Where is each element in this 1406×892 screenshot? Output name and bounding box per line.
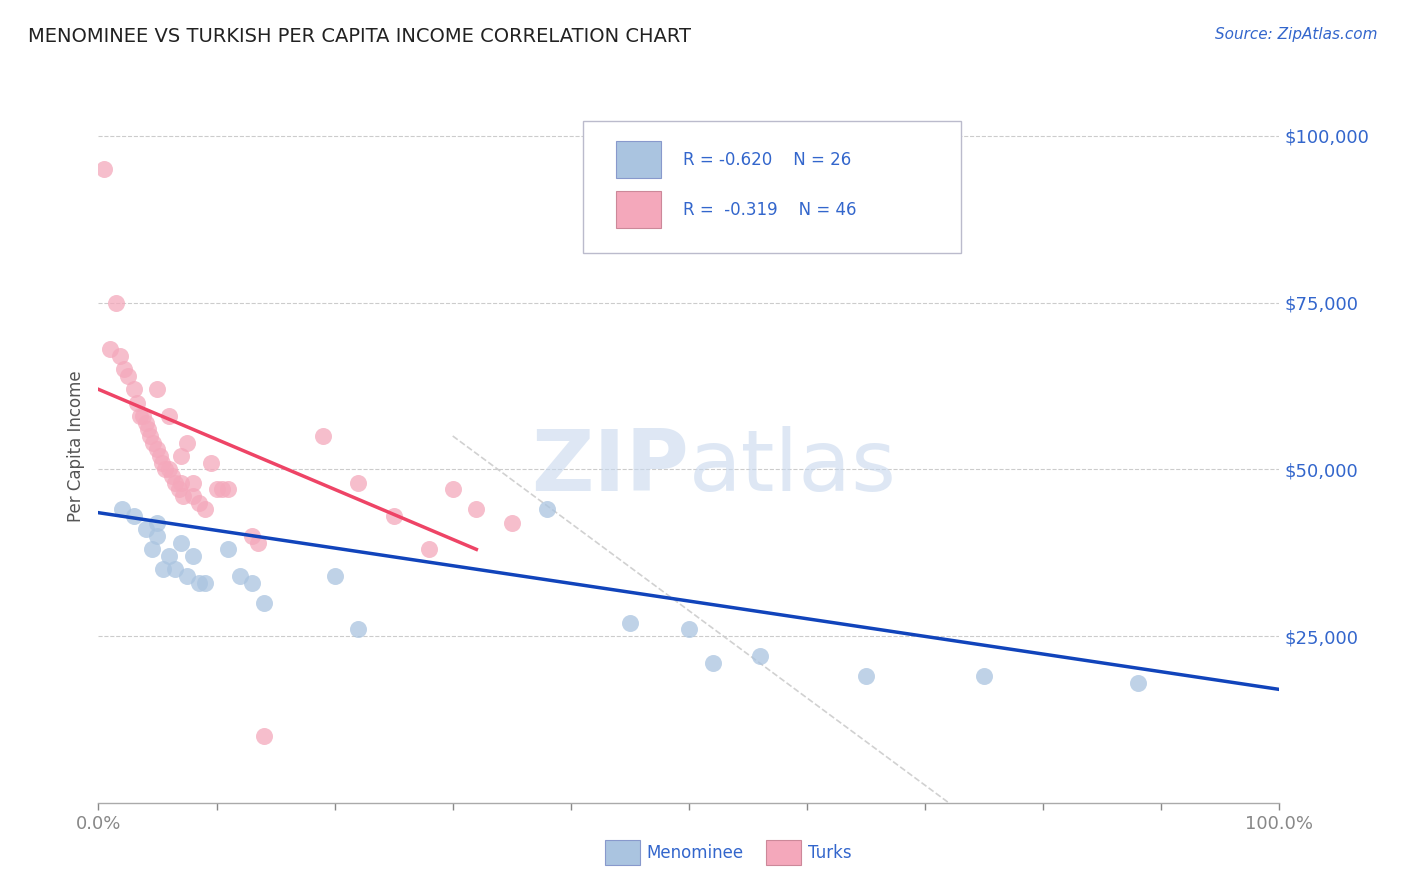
- Point: [136, 422, 159, 436]
- Point: [205, 483, 228, 497]
- Point: [382, 509, 405, 524]
- Point: [170, 535, 193, 549]
- Point: [1126, 675, 1149, 690]
- Point: [347, 623, 370, 637]
- Point: [150, 456, 173, 470]
- Point: [253, 596, 276, 610]
- Point: [146, 516, 169, 530]
- Point: [347, 475, 370, 490]
- Y-axis label: Per Capita Income: Per Capita Income: [66, 370, 84, 522]
- Point: [253, 729, 276, 743]
- Point: [217, 542, 239, 557]
- Point: [176, 435, 198, 450]
- Point: [122, 509, 145, 524]
- Point: [181, 475, 204, 490]
- Text: ZIP: ZIP: [531, 425, 689, 509]
- FancyBboxPatch shape: [616, 141, 661, 178]
- Point: [187, 575, 209, 590]
- Point: [152, 562, 174, 576]
- Point: [194, 575, 217, 590]
- Point: [187, 496, 209, 510]
- Point: [702, 656, 724, 670]
- Point: [323, 569, 346, 583]
- Point: [200, 456, 222, 470]
- Point: [157, 462, 180, 476]
- Point: [128, 409, 150, 423]
- Point: [170, 475, 193, 490]
- Point: [165, 562, 187, 576]
- Point: [619, 615, 641, 630]
- Text: R = -0.620    N = 26: R = -0.620 N = 26: [683, 151, 851, 169]
- Point: [229, 569, 252, 583]
- Point: [855, 669, 877, 683]
- Point: [135, 522, 157, 536]
- Point: [141, 542, 163, 557]
- Point: [246, 535, 269, 549]
- Point: [181, 549, 204, 563]
- Point: [146, 382, 169, 396]
- Point: [165, 475, 187, 490]
- Point: [240, 575, 263, 590]
- Point: [176, 569, 198, 583]
- Point: [217, 483, 239, 497]
- Point: [678, 623, 700, 637]
- Point: [105, 295, 128, 310]
- Point: [157, 549, 180, 563]
- Point: [441, 483, 464, 497]
- Point: [160, 469, 183, 483]
- Point: [418, 542, 440, 557]
- Point: [312, 429, 335, 443]
- Point: [167, 483, 190, 497]
- Point: [153, 462, 176, 476]
- Point: [240, 529, 263, 543]
- Text: Menominee: Menominee: [647, 844, 744, 862]
- Point: [170, 449, 193, 463]
- Point: [122, 382, 145, 396]
- Point: [973, 669, 995, 683]
- Text: MENOMINEE VS TURKISH PER CAPITA INCOME CORRELATION CHART: MENOMINEE VS TURKISH PER CAPITA INCOME C…: [28, 27, 692, 45]
- Point: [132, 409, 155, 423]
- Point: [142, 435, 165, 450]
- Point: [108, 349, 131, 363]
- Point: [465, 502, 488, 516]
- Point: [149, 449, 172, 463]
- Point: [748, 649, 770, 664]
- Point: [211, 483, 233, 497]
- Point: [135, 416, 157, 430]
- FancyBboxPatch shape: [616, 191, 661, 228]
- Point: [146, 442, 169, 457]
- Point: [93, 162, 115, 177]
- Point: [98, 343, 121, 357]
- Point: [194, 502, 217, 516]
- Point: [157, 409, 180, 423]
- Point: [181, 489, 204, 503]
- Point: [172, 489, 194, 503]
- Point: [111, 502, 134, 516]
- Point: [139, 429, 162, 443]
- Point: [146, 529, 169, 543]
- Point: [117, 368, 139, 383]
- Point: [127, 395, 149, 409]
- Text: atlas: atlas: [689, 425, 897, 509]
- Point: [112, 362, 135, 376]
- Text: Source: ZipAtlas.com: Source: ZipAtlas.com: [1215, 27, 1378, 42]
- Text: Turks: Turks: [808, 844, 852, 862]
- Point: [536, 502, 558, 516]
- Point: [501, 516, 523, 530]
- FancyBboxPatch shape: [582, 121, 960, 253]
- Text: R =  -0.319    N = 46: R = -0.319 N = 46: [683, 201, 856, 219]
